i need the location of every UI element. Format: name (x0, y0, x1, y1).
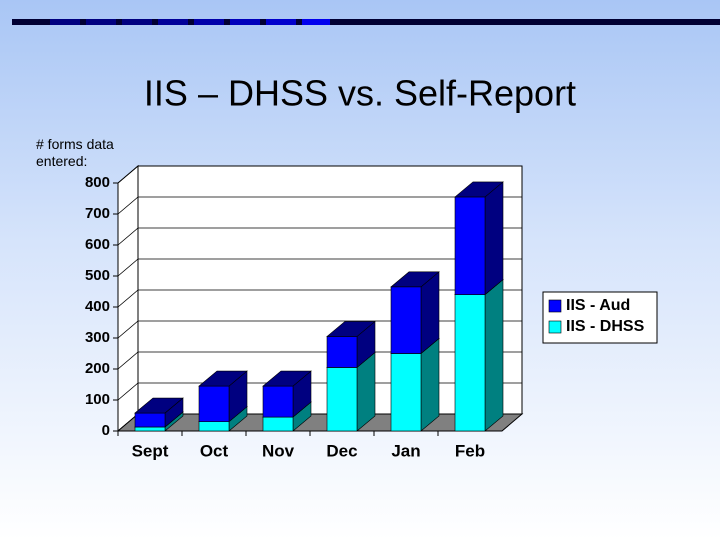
x-tick-label: Feb (455, 441, 485, 460)
y-axis-label: # forms data entered: (36, 136, 114, 169)
y-tick-label: 500 (85, 267, 110, 284)
bar-top (390, 271, 440, 288)
y-label-box: # forms data entered: (36, 136, 114, 169)
grid-line (117, 258, 522, 277)
x-tick-label: Nov (262, 441, 295, 460)
bar-top (134, 397, 184, 414)
legend-label: IIS - DHSS (566, 318, 645, 335)
grid-line (117, 165, 522, 184)
bar (326, 367, 358, 432)
legend-swatch (548, 299, 562, 313)
y-tick-label: 600 (85, 236, 110, 253)
y-tick-label: 0 (102, 422, 110, 439)
top-rule-blocks (50, 19, 330, 25)
bar (390, 353, 422, 432)
chart-title: IIS – DHSS vs. Self-Report (144, 73, 576, 114)
bar (262, 416, 294, 432)
y-tick-label: 700 (85, 205, 110, 222)
grid-line (117, 227, 522, 246)
bar (390, 286, 422, 354)
x-tick-label: Oct (200, 441, 229, 460)
grid-line (117, 196, 522, 215)
bar (262, 385, 294, 418)
bar (198, 385, 230, 422)
bar (454, 294, 486, 432)
bar (198, 421, 230, 432)
bar (134, 426, 166, 432)
y-tick-label: 300 (85, 329, 110, 346)
y-tick-label: 100 (85, 391, 110, 408)
y-tick-label: 200 (85, 360, 110, 377)
bar-top (262, 370, 312, 387)
x-tick-label: Jan (391, 441, 420, 460)
bar-side (484, 181, 504, 296)
legend-swatch (548, 320, 562, 334)
bar-side (420, 337, 440, 432)
top-rule (12, 19, 720, 25)
bar (326, 336, 358, 368)
bar (454, 196, 486, 295)
bar-top (326, 321, 376, 337)
x-tick-label: Sept (132, 441, 169, 460)
legend-box (542, 291, 658, 344)
bar-top (454, 181, 504, 198)
bar-top (198, 370, 248, 387)
legend-label: IIS - Aud (566, 297, 630, 314)
x-tick-label: Dec (326, 441, 357, 460)
y-tick-label: 400 (85, 298, 110, 315)
bar-side (484, 278, 504, 432)
y-tick-label: 800 (85, 174, 110, 191)
bar (134, 412, 166, 428)
